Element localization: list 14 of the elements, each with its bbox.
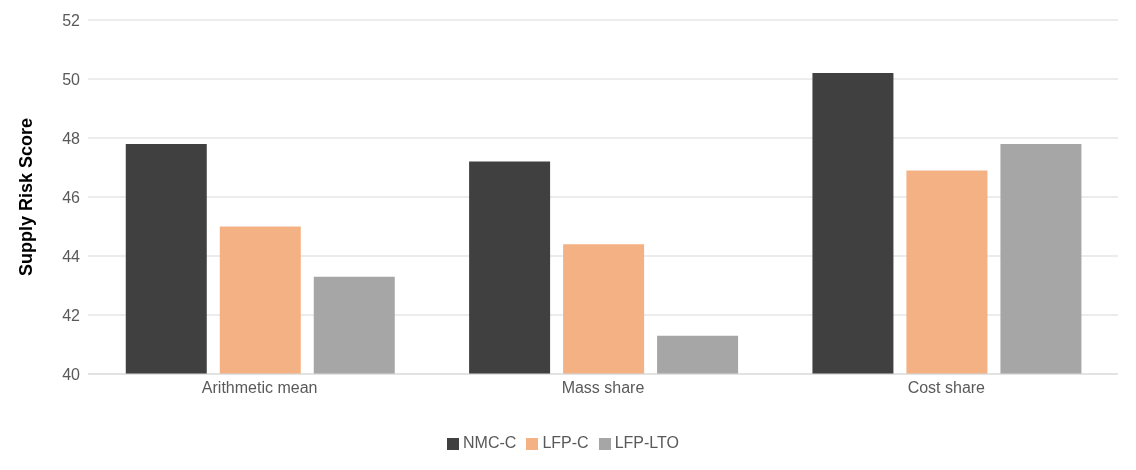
y-tick-label: 52	[62, 11, 81, 29]
y-tick-label: 44	[62, 247, 81, 265]
x-tick-label: Arithmetic mean	[201, 379, 318, 397]
legend-label: LFP-C	[542, 434, 589, 451]
y-tick-label: 46	[62, 188, 81, 206]
y-tick-label: 42	[62, 306, 81, 324]
y-tick-label: 40	[62, 365, 81, 383]
x-tick-label: Mass share	[561, 379, 645, 397]
y-tick-label: 48	[62, 129, 81, 147]
x-tick-label: Cost share	[907, 379, 986, 397]
y-axis-title: Supply Risk Score	[16, 117, 37, 277]
legend-label: NMC-C	[463, 434, 517, 451]
legend-label: LFP-LTO	[614, 434, 679, 451]
y-tick-label: 50	[62, 70, 81, 88]
